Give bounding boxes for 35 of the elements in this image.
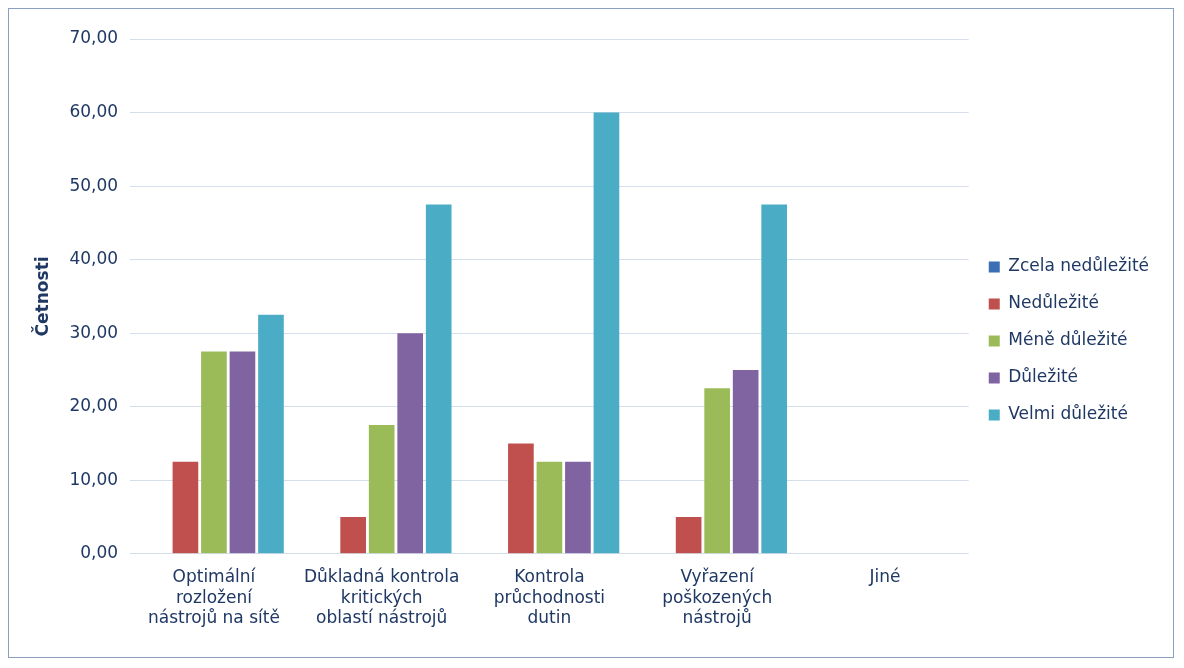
- x-tick-label: Důkladná kontrola kritických oblastí nástrojů: [303, 566, 460, 628]
- bar: [593, 112, 620, 554]
- bar: [761, 204, 788, 554]
- bar: [565, 461, 591, 554]
- bar: [425, 204, 452, 554]
- bar: [340, 517, 366, 554]
- bar: [508, 443, 534, 554]
- x-tick-label: Vyřazení poškozených nástrojů: [662, 566, 773, 628]
- y-tick-label: 60,00: [69, 100, 119, 121]
- bar: [201, 351, 227, 554]
- bar: [536, 461, 563, 554]
- bar: [229, 351, 256, 554]
- y-tick-label: 40,00: [69, 248, 119, 269]
- x-tick-label: Optimální rozložení nástrojů na sítě: [147, 566, 280, 628]
- legend-label: Velmi důležité: [1008, 403, 1128, 424]
- y-tick-label: 30,00: [69, 321, 119, 342]
- y-axis-title: Četnosti: [30, 256, 52, 337]
- x-tick-label: Kontrola průchodnosti dutin: [493, 566, 606, 628]
- bar: [397, 333, 424, 554]
- y-tick-label: 10,00: [69, 468, 119, 489]
- bar: [704, 388, 730, 554]
- bar: [675, 517, 702, 554]
- bar: [258, 314, 284, 554]
- y-tick-label: 0,00: [80, 542, 119, 563]
- bar: [368, 425, 395, 554]
- y-tick-label: 70,00: [69, 27, 119, 48]
- y-tick-label: 20,00: [69, 395, 119, 416]
- legend-label: Důležité: [1008, 366, 1079, 387]
- x-tick-label: Jiné: [868, 566, 901, 587]
- bar: [172, 461, 199, 554]
- legend-label: Nedůležité: [1008, 292, 1099, 313]
- legend-label: Méně důležité: [1008, 329, 1128, 350]
- legend-label: Zcela nedůležité: [1008, 255, 1149, 276]
- bar: [732, 369, 759, 554]
- y-tick-label: 50,00: [69, 174, 119, 195]
